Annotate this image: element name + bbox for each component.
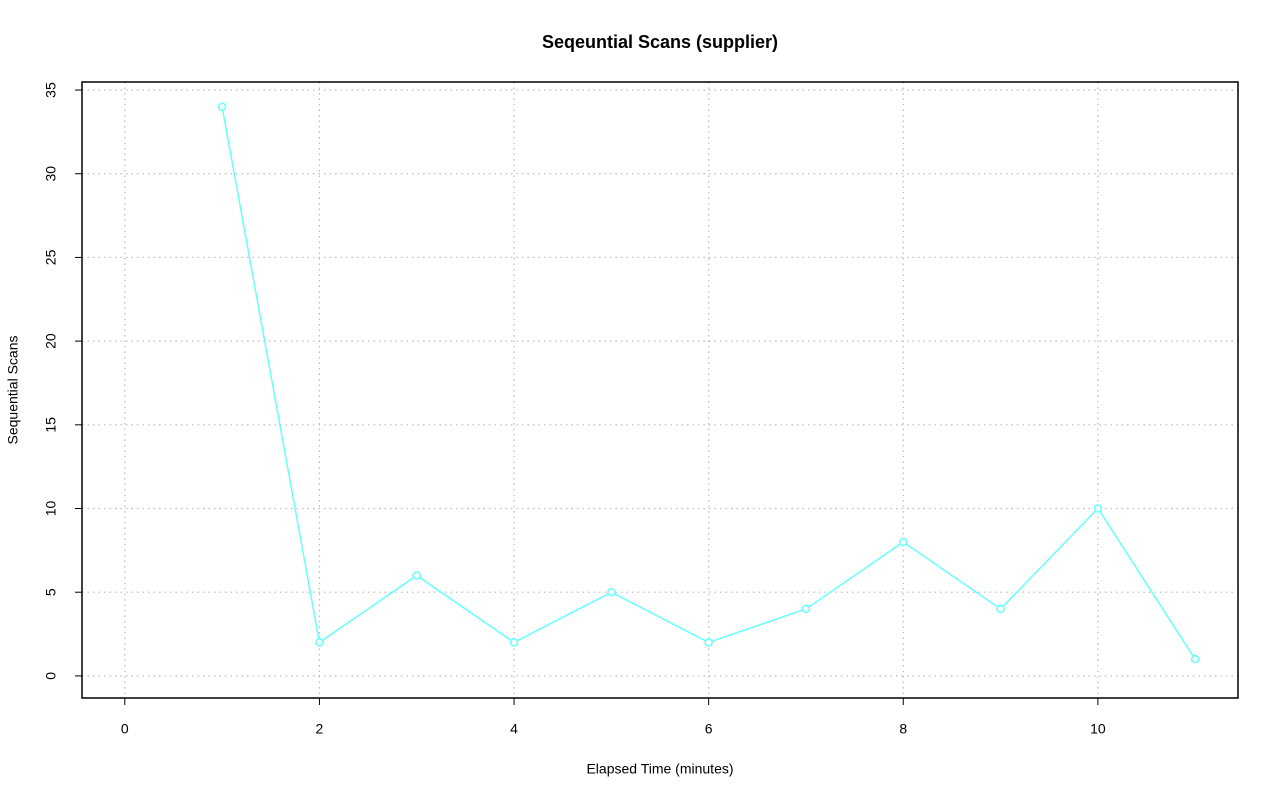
x-tick-label: 6: [705, 721, 713, 737]
point: [1093, 504, 1103, 513]
x-tick-label: 4: [510, 721, 518, 737]
x-tick-label: 10: [1090, 721, 1106, 737]
y-tick-label: 30: [43, 166, 59, 182]
point: [217, 102, 227, 112]
y-axis-label: Sequential Scans: [5, 336, 21, 445]
line: [221, 106, 1196, 660]
y-tick-label: 10: [43, 501, 59, 517]
y-tick-label: 20: [43, 333, 59, 349]
point: [899, 537, 908, 547]
point: [509, 638, 519, 647]
y-tick-label: 25: [43, 249, 59, 265]
x-axis-label: Elapsed Time (minutes): [586, 761, 733, 777]
y-tick-label: 5: [43, 588, 59, 596]
x-tick-label: 0: [121, 721, 129, 737]
point: [801, 604, 811, 614]
point: [704, 638, 713, 647]
point: [412, 571, 421, 580]
point: [315, 638, 324, 647]
y-tick-label: 35: [43, 82, 59, 98]
y-tick-label: 0: [43, 672, 59, 680]
point: [607, 587, 616, 597]
x-tick-label: 8: [899, 721, 907, 737]
point: [996, 604, 1005, 614]
x-tick-label: 2: [316, 721, 324, 737]
y-tick-label: 15: [43, 417, 59, 433]
chart-title: Seqeuntial Scans (supplier): [542, 32, 778, 52]
point: [1190, 654, 1200, 664]
plot-frame: [81, 81, 1239, 699]
